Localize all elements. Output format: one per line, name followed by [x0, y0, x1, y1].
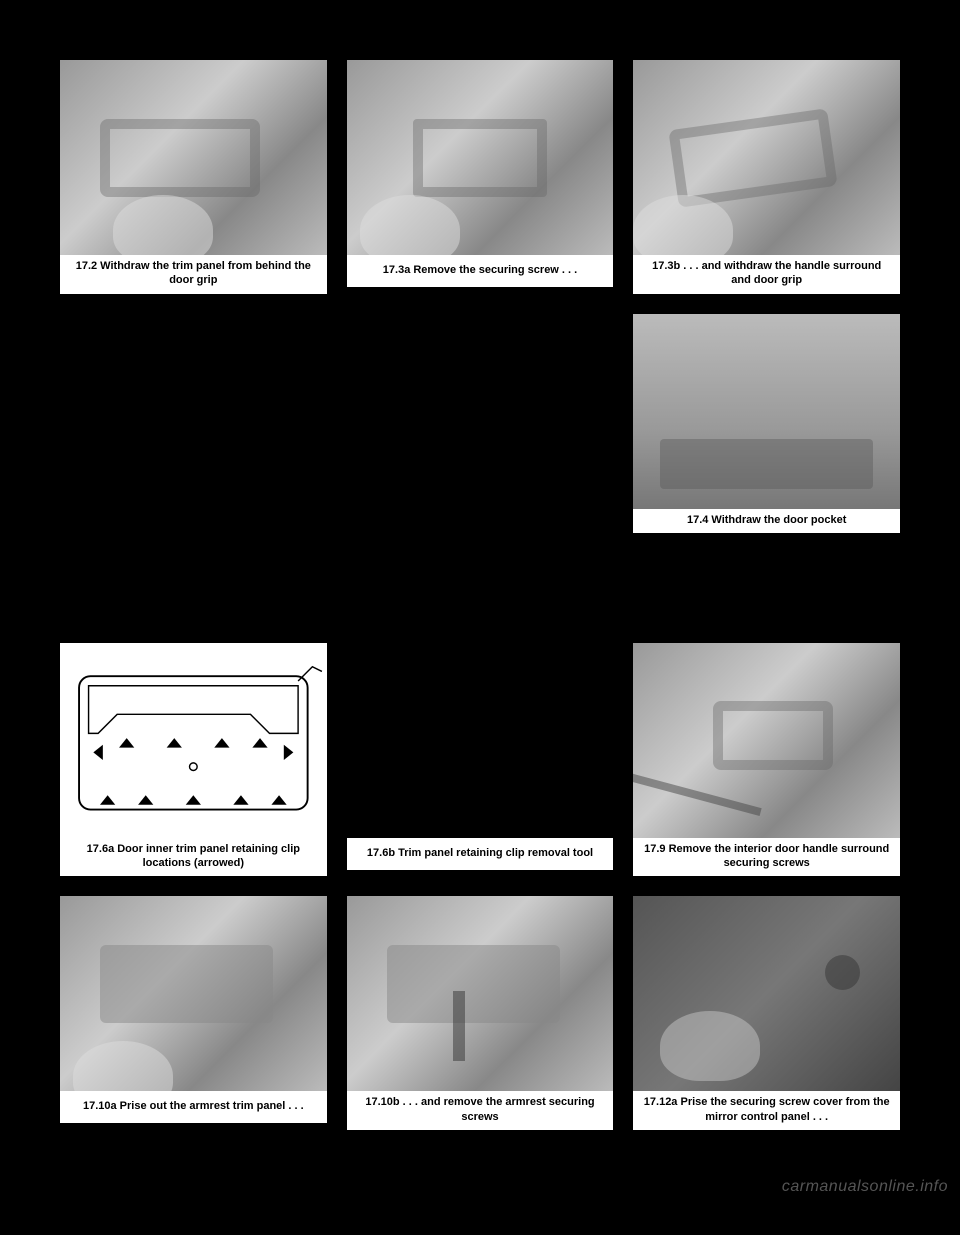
caption-17-3b: 17.3b . . . and withdraw the handle surr…	[633, 255, 900, 294]
manual-page: 17.2 Withdraw the trim panel from behind…	[0, 0, 960, 1170]
diagram-17-6a	[60, 643, 327, 838]
figure-17-12a: 17.12a Prise the securing screw cover fr…	[633, 896, 900, 1130]
caption-17-10a: 17.10a Prise out the armrest trim panel …	[60, 1091, 327, 1123]
photo-17-6b	[347, 643, 614, 838]
spacer	[60, 553, 900, 643]
figure-17-10a: 17.10a Prise out the armrest trim panel …	[60, 896, 327, 1130]
photo-17-3a	[347, 60, 614, 255]
figure-17-3b: 17.3b . . . and withdraw the handle surr…	[633, 60, 900, 294]
figure-row-2: 17.4 Withdraw the door pocket	[60, 314, 900, 533]
photo-17-9	[633, 643, 900, 838]
photo-17-12a	[633, 896, 900, 1091]
caption-17-3a: 17.3a Remove the securing screw . . .	[347, 255, 614, 287]
caption-17-2: 17.2 Withdraw the trim panel from behind…	[60, 255, 327, 294]
figure-17-6a: 17.6a Door inner trim panel retaining cl…	[60, 643, 327, 877]
figure-row-3: 17.6a Door inner trim panel retaining cl…	[60, 643, 900, 877]
watermark-text: carmanualsonline.info	[0, 1170, 960, 1208]
caption-17-9: 17.9 Remove the interior door handle sur…	[633, 838, 900, 877]
figure-row-4: 17.10a Prise out the armrest trim panel …	[60, 896, 900, 1130]
caption-17-12a: 17.12a Prise the securing screw cover fr…	[633, 1091, 900, 1130]
caption-17-10b: 17.10b . . . and remove the armrest secu…	[347, 1091, 614, 1130]
caption-17-4: 17.4 Withdraw the door pocket	[633, 509, 900, 533]
figure-17-6b: 17.6b Trim panel retaining clip removal …	[347, 643, 614, 877]
figure-17-4: 17.4 Withdraw the door pocket	[633, 314, 900, 533]
caption-17-6b: 17.6b Trim panel retaining clip removal …	[347, 838, 614, 870]
figure-row-1: 17.2 Withdraw the trim panel from behind…	[60, 60, 900, 294]
photo-17-4	[633, 314, 900, 509]
photo-17-10a	[60, 896, 327, 1091]
figure-17-9: 17.9 Remove the interior door handle sur…	[633, 643, 900, 877]
photo-17-2	[60, 60, 327, 255]
figure-17-2: 17.2 Withdraw the trim panel from behind…	[60, 60, 327, 294]
figure-17-3a: 17.3a Remove the securing screw . . .	[347, 60, 614, 294]
photo-17-3b	[633, 60, 900, 255]
figure-17-10b: 17.10b . . . and remove the armrest secu…	[347, 896, 614, 1130]
photo-17-10b	[347, 896, 614, 1091]
caption-17-6a: 17.6a Door inner trim panel retaining cl…	[60, 838, 327, 877]
